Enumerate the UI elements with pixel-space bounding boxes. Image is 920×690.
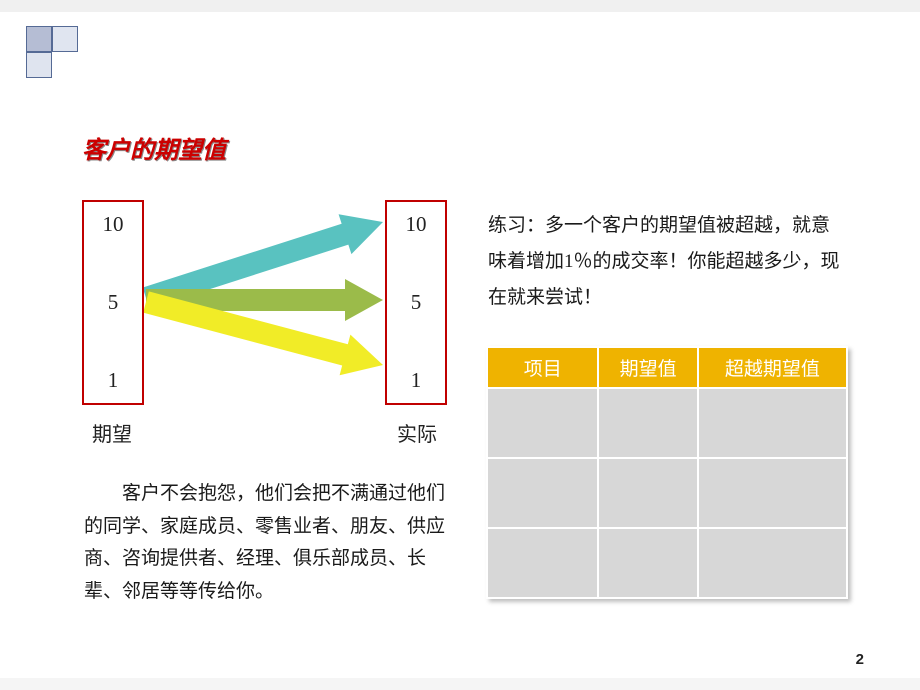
act-val-5: 5 (387, 290, 445, 315)
table-cell (598, 528, 697, 598)
expectation-diagram: 10 5 1 10 5 1 期望 实际 (82, 200, 447, 450)
square-1 (26, 26, 52, 52)
top-band (0, 0, 920, 12)
table-cell (698, 388, 847, 458)
table-cell (698, 528, 847, 598)
table-cell (598, 388, 697, 458)
page-number: 2 (856, 651, 864, 668)
actual-label: 实际 (397, 418, 437, 447)
expectation-box: 10 5 1 (82, 200, 144, 405)
act-val-1: 1 (387, 368, 445, 393)
table-cell (487, 528, 598, 598)
page-title: 客户的期望值 (82, 130, 226, 165)
table-cell (487, 388, 598, 458)
exp-val-10: 10 (84, 212, 142, 237)
col-header-exceed: 超越期望值 (698, 347, 847, 388)
expectation-label: 期望 (92, 418, 132, 447)
col-header-item: 项目 (487, 347, 598, 388)
table-row (487, 528, 847, 598)
act-val-10: 10 (387, 212, 445, 237)
square-2 (52, 26, 78, 52)
table-row (487, 388, 847, 458)
square-3 (26, 52, 52, 78)
left-paragraph-text: 客户不会抱怨，他们会把不满通过他们的同学、家庭成员、零售业者、朋友、供应商、咨询… (84, 483, 445, 602)
table-header-row: 项目 期望值 超越期望值 (487, 347, 847, 388)
arrows-svg (144, 200, 385, 405)
table-cell (698, 458, 847, 528)
bottom-band (0, 678, 920, 690)
exercise-table: 项目 期望值 超越期望值 (486, 346, 848, 599)
corner-decoration (26, 26, 86, 86)
exp-val-5: 5 (84, 290, 142, 315)
left-paragraph: 客户不会抱怨，他们会把不满通过他们的同学、家庭成员、零售业者、朋友、供应商、咨询… (84, 478, 446, 609)
col-header-expect: 期望值 (598, 347, 697, 388)
table-cell (487, 458, 598, 528)
table-cell (598, 458, 697, 528)
right-paragraph: 练习：多一个客户的期望值被超越，就意味着增加1％的成交率！你能超越多少，现在就来… (488, 208, 848, 316)
actual-box: 10 5 1 (385, 200, 447, 405)
table-row (487, 458, 847, 528)
exp-val-1: 1 (84, 368, 142, 393)
